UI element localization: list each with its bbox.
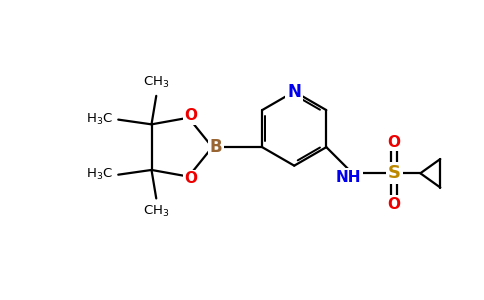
Text: H$_3$C: H$_3$C: [86, 112, 113, 127]
Text: CH$_3$: CH$_3$: [143, 75, 169, 90]
Text: CH$_3$: CH$_3$: [143, 204, 169, 219]
Text: O: O: [388, 196, 401, 211]
Text: N: N: [287, 82, 301, 100]
Text: B: B: [209, 138, 222, 156]
Text: O: O: [184, 171, 197, 186]
Text: O: O: [388, 135, 401, 150]
Text: S: S: [388, 164, 401, 182]
Text: O: O: [184, 108, 197, 123]
Text: H$_3$C: H$_3$C: [86, 167, 113, 182]
Text: NH: NH: [336, 169, 362, 184]
